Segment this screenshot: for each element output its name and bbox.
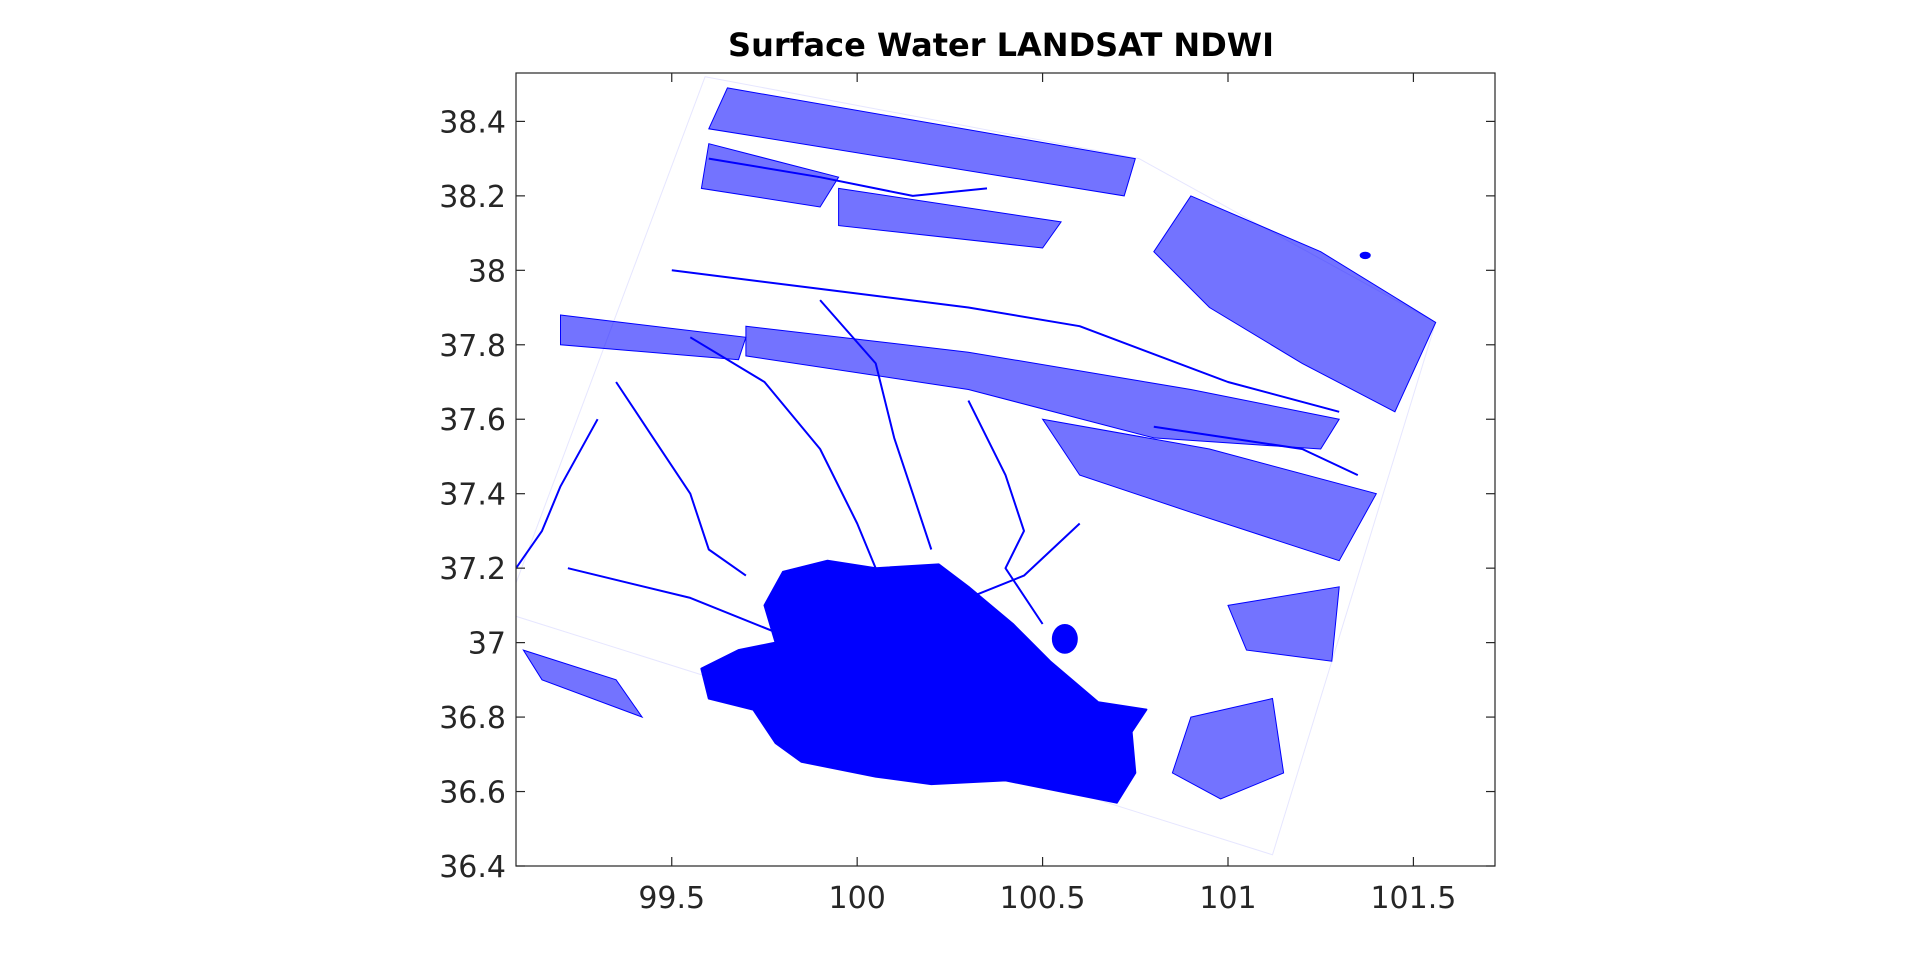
x-tick-label: 99.5	[638, 881, 705, 916]
water-band-northern-ridge	[708, 87, 1136, 197]
x-tick-label: 100	[829, 881, 886, 916]
water-band-mid-ridge	[745, 325, 1341, 450]
y-tick-label: 38	[468, 254, 506, 289]
chart-title: Surface Water LANDSAT NDWI	[728, 26, 1274, 64]
y-tick-label: 37.6	[439, 403, 506, 438]
plot-area	[516, 76, 1437, 856]
y-tick-label: 37.2	[439, 552, 506, 587]
river-3	[615, 381, 747, 577]
river-9	[708, 157, 988, 197]
small-lake-1	[1051, 624, 1078, 654]
y-tick-label: 36.8	[439, 701, 506, 736]
y-tick-label: 36.4	[439, 850, 506, 885]
axes-frame	[515, 72, 1496, 867]
river-6	[967, 400, 1044, 625]
y-tick-label: 36.6	[439, 776, 506, 811]
water-band-north-west-ridge	[700, 143, 840, 208]
water-band-north-east-ridge	[1153, 195, 1437, 413]
x-tick-label: 101.5	[1370, 881, 1456, 916]
x-axis: 99.5 100 100.5 101 101.5	[638, 73, 1456, 916]
water-band-east-patch	[1171, 697, 1285, 800]
water-band-east-mid-patch	[1227, 586, 1340, 662]
river-7	[968, 522, 1081, 599]
lake	[700, 559, 1148, 804]
y-axis: 36.4 36.6 36.8 37 37.2 37.4 37.6 37.8 38 38.2 38.4	[439, 105, 1495, 885]
water-band-west-ridge	[560, 314, 747, 361]
water-band-south-west-corner	[522, 649, 644, 719]
x-tick-label: 101	[1199, 881, 1256, 916]
y-tick-label: 37.8	[439, 329, 506, 364]
river-5	[516, 418, 599, 569]
y-tick-label: 37	[468, 627, 506, 662]
y-tick-label: 38.4	[439, 105, 506, 140]
water-band-south-east-mountains	[1041, 418, 1378, 562]
river-8	[671, 269, 1340, 413]
river-10	[1153, 425, 1359, 477]
river-4	[819, 299, 933, 550]
x-tick-label: 100.5	[1000, 881, 1086, 916]
y-tick-label: 38.2	[439, 180, 506, 215]
small-lake-2	[1359, 251, 1371, 260]
y-tick-label: 37.4	[439, 478, 506, 513]
river-2	[689, 336, 877, 569]
water-band-north-central	[838, 187, 1062, 249]
